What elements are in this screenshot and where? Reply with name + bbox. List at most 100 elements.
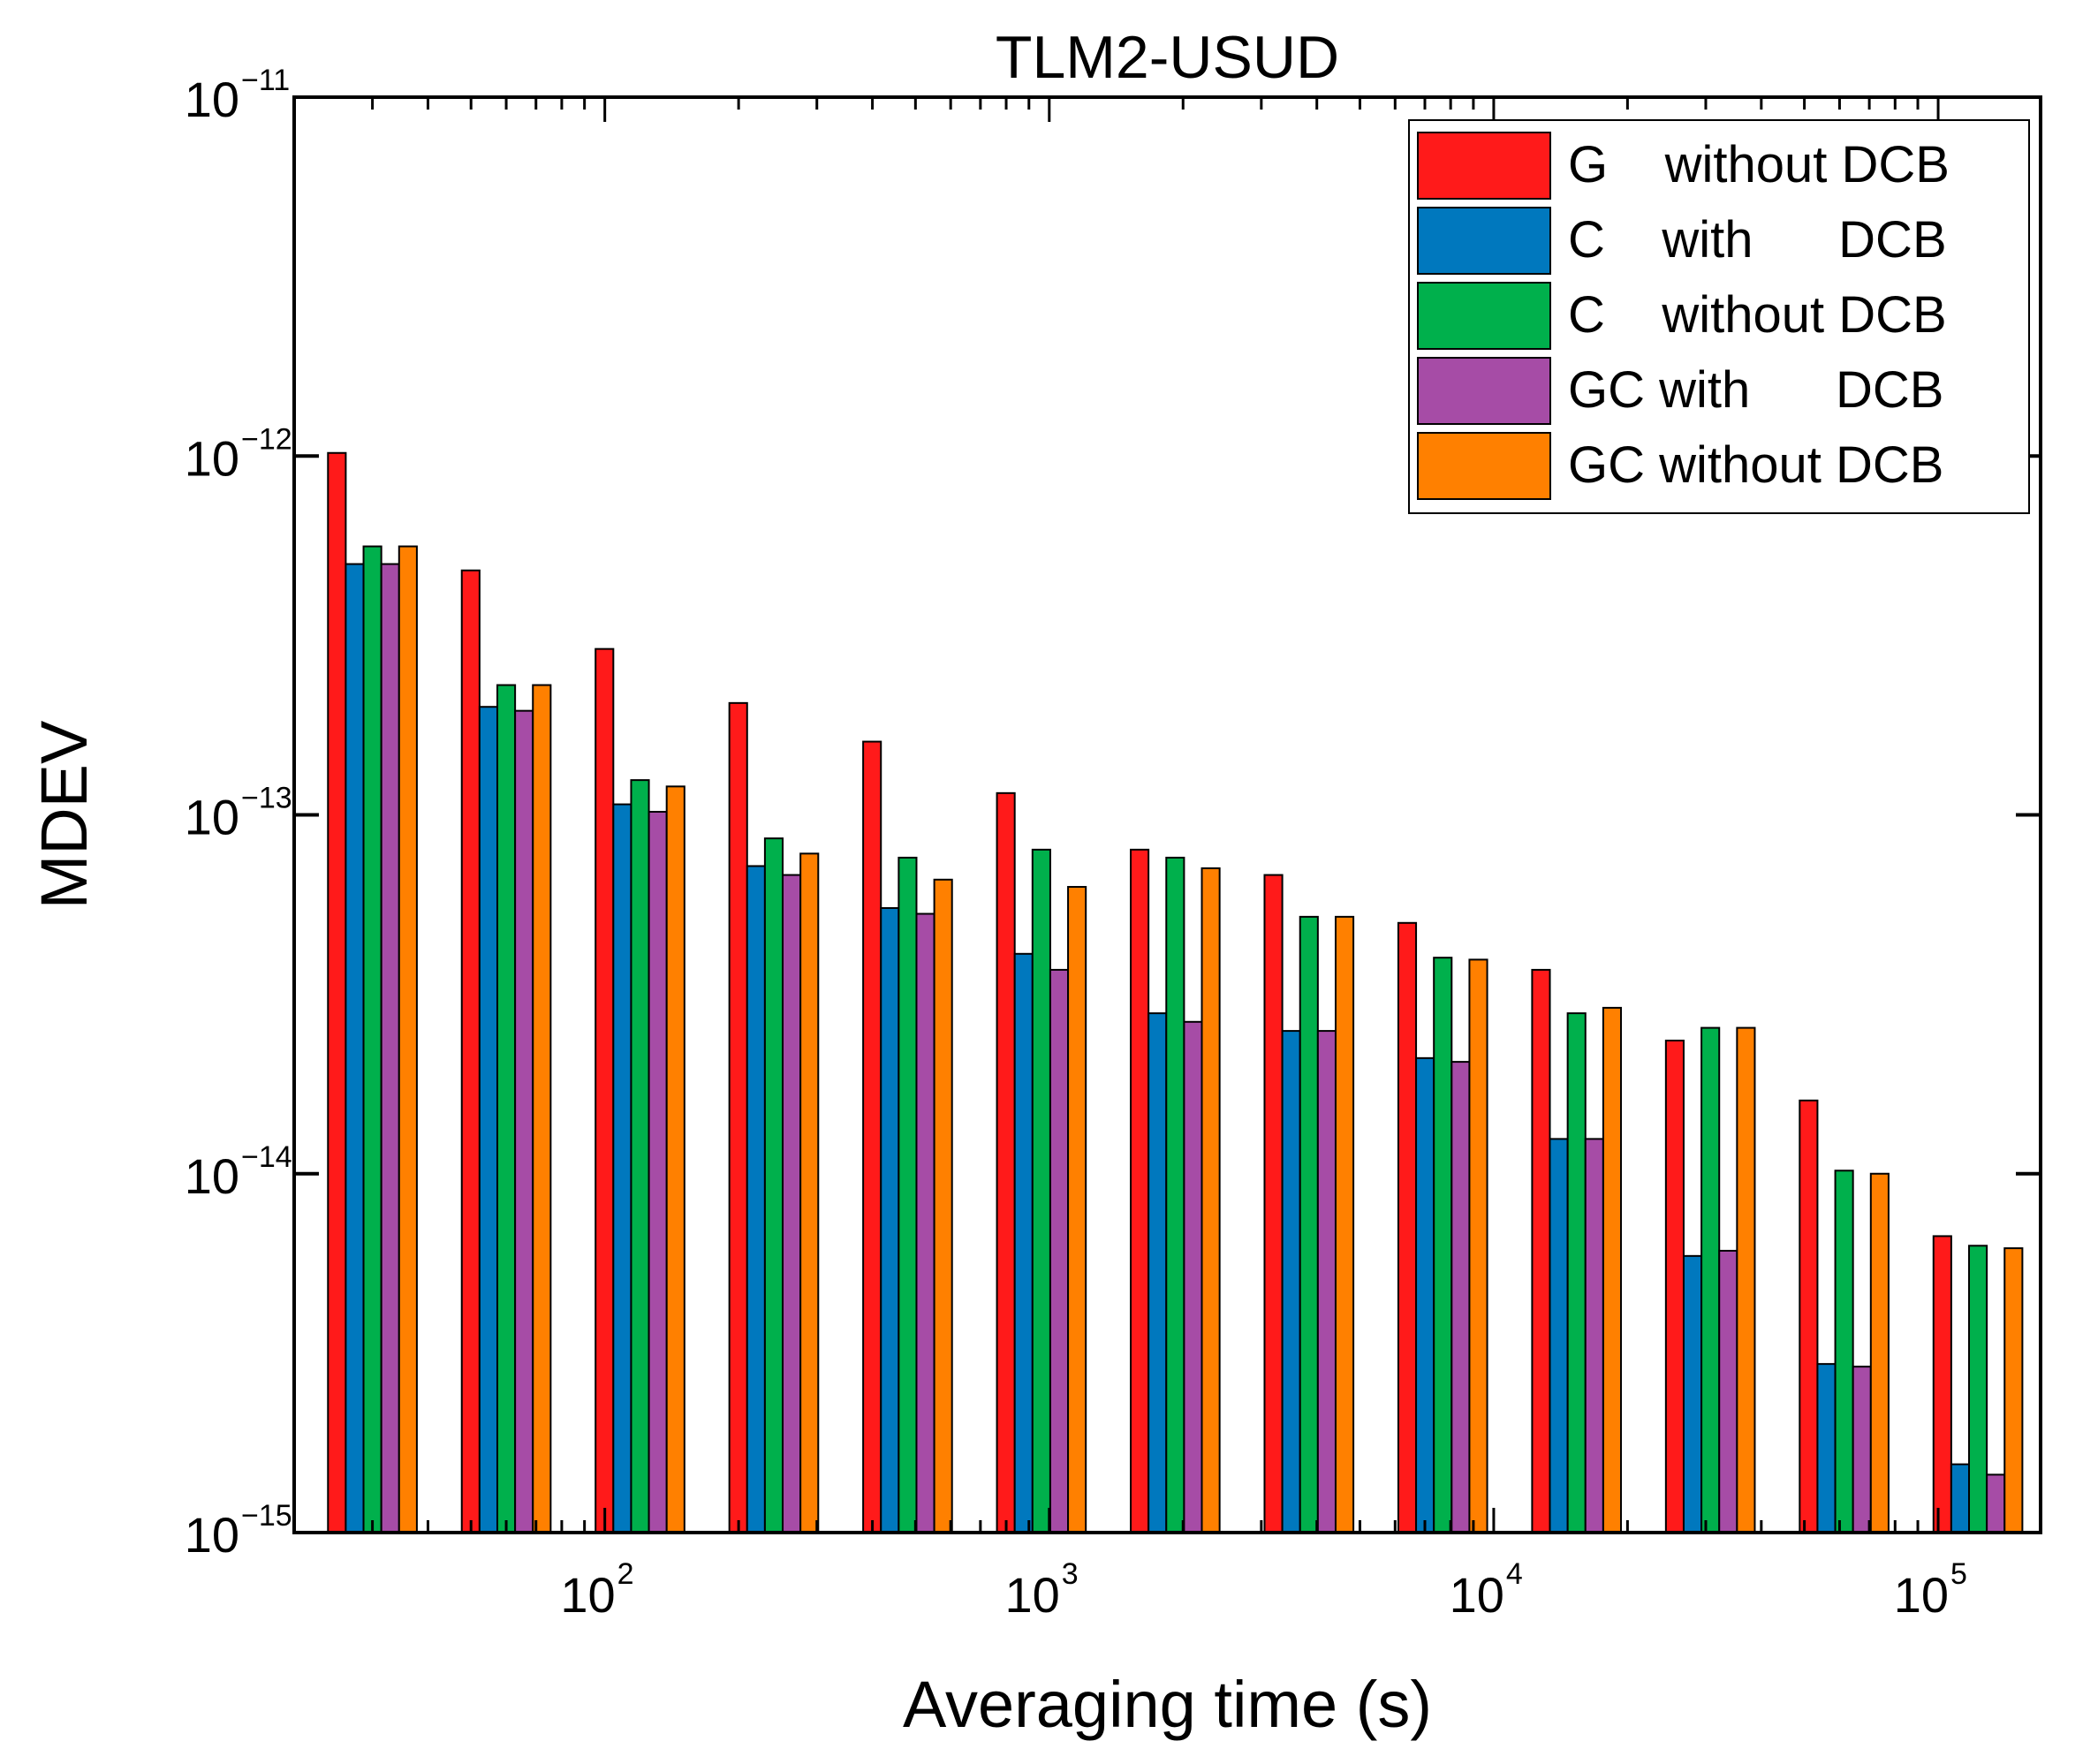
bar-3-11 [1700, 1026, 1721, 1533]
y-tick-exp-5: −15 [241, 1499, 292, 1533]
x-tick-label-4: 10 [1894, 1567, 1949, 1623]
bar-1-2 [460, 569, 481, 1533]
bar-2-12 [1816, 1363, 1837, 1533]
bar-1-6 [996, 791, 1016, 1533]
y-axis-label: MDEV [27, 720, 101, 909]
legend-swatch-2 [1417, 207, 1551, 275]
bar-3-8 [1299, 915, 1319, 1533]
bar-5-3 [665, 785, 685, 1533]
bar-4-9 [1450, 1061, 1471, 1533]
y-tick-exp-2: −12 [241, 422, 292, 456]
bar-2-2 [478, 706, 498, 1533]
legend-swatch-4 [1417, 357, 1551, 425]
bar-4-3 [648, 811, 668, 1533]
bar-4-6 [1049, 968, 1070, 1534]
bar-2-7 [1147, 1012, 1168, 1533]
bar-1-13 [1932, 1235, 1952, 1533]
legend-label-4: GC with DCB [1568, 361, 1943, 419]
y-tick-label-3: 10 [185, 790, 239, 845]
x-tick-exp-3: 4 [1506, 1557, 1523, 1591]
bar-5-13 [2003, 1247, 2024, 1533]
bar-2-10 [1549, 1138, 1569, 1533]
bar-5-10 [1602, 1006, 1623, 1533]
bar-4-11 [1718, 1249, 1738, 1533]
bar-1-7 [1130, 848, 1150, 1533]
bar-2-1 [345, 563, 365, 1533]
bar-3-6 [1031, 848, 1051, 1533]
legend-label-2: C with DCB [1568, 211, 1947, 269]
y-tick-label-5: 10 [185, 1507, 239, 1563]
bar-5-9 [1468, 958, 1488, 1533]
bar-5-2 [532, 684, 552, 1533]
bar-3-7 [1165, 856, 1185, 1533]
bar-3-2 [496, 684, 517, 1533]
bar-2-6 [1013, 952, 1034, 1533]
bar-4-2 [514, 709, 534, 1533]
bar-1-3 [595, 647, 615, 1533]
bar-2-4 [746, 865, 766, 1533]
bar-1-10 [1531, 968, 1551, 1534]
x-tick-label-2: 10 [1005, 1567, 1060, 1623]
bar-1-12 [1799, 1099, 1819, 1534]
bar-4-1 [380, 563, 400, 1533]
bar-3-1 [362, 545, 382, 1533]
bar-3-5 [898, 856, 918, 1533]
bar-4-10 [1584, 1138, 1604, 1533]
bar-5-4 [799, 852, 820, 1533]
y-tick-label-2: 10 [185, 430, 239, 486]
y-tick-label-4: 10 [185, 1148, 239, 1204]
bar-2-9 [1415, 1056, 1435, 1533]
y-tick-exp-3: −13 [241, 782, 292, 815]
chart-title: TLM2-USUD [996, 24, 1339, 91]
x-tick-exp-2: 3 [1062, 1557, 1079, 1591]
bar-5-11 [1736, 1026, 1756, 1533]
bar-3-13 [1968, 1245, 1988, 1534]
bar-5-1 [398, 545, 418, 1533]
bar-1-1 [327, 451, 347, 1533]
y-tick-exp-1: −11 [241, 64, 290, 97]
bar-4-12 [1852, 1366, 1872, 1533]
bars [327, 451, 2024, 1534]
bar-2-8 [1281, 1030, 1301, 1534]
legend-label-3: C without DCB [1568, 286, 1947, 344]
bar-2-5 [880, 906, 900, 1533]
x-tick-exp-4: 5 [1950, 1557, 1967, 1591]
legend-label-5: GC without DCB [1568, 436, 1943, 494]
bar-3-4 [763, 837, 784, 1533]
bar-5-8 [1334, 915, 1355, 1533]
bar-4-8 [1316, 1030, 1337, 1534]
legend: G without DCB C with DCB C without DCB GC w… [1408, 119, 2030, 514]
y-tick-exp-4: −14 [241, 1140, 292, 1174]
bar-5-12 [1869, 1172, 1890, 1533]
x-tick-exp-1: 2 [617, 1557, 634, 1591]
bar-1-9 [1397, 921, 1418, 1533]
bar-3-9 [1433, 957, 1453, 1533]
legend-swatch-5 [1417, 432, 1551, 500]
x-tick-label-1: 10 [560, 1567, 615, 1623]
y-tick-label-1: 10 [185, 72, 239, 127]
legend-label-1: G without DCB [1568, 136, 1950, 193]
x-axis-label: Averaging time (s) [903, 1668, 1432, 1741]
bar-3-12 [1834, 1170, 1854, 1534]
bar-3-3 [630, 779, 650, 1533]
bar-1-8 [1263, 874, 1284, 1533]
bar-5-5 [933, 878, 953, 1533]
bar-4-7 [1183, 1020, 1203, 1534]
bar-1-11 [1664, 1040, 1685, 1533]
bar-2-3 [612, 803, 632, 1533]
bar-5-7 [1200, 867, 1221, 1533]
legend-swatch-3 [1417, 282, 1551, 350]
bar-1-4 [728, 701, 748, 1533]
bar-2-11 [1682, 1254, 1703, 1534]
bar-2-13 [1950, 1463, 1971, 1533]
bar-5-6 [1067, 886, 1087, 1533]
bar-3-10 [1566, 1012, 1587, 1533]
bar-4-13 [1986, 1473, 2006, 1533]
bar-1-5 [862, 740, 882, 1533]
x-tick-label-3: 10 [1450, 1567, 1504, 1623]
bar-4-4 [782, 874, 802, 1533]
bar-4-5 [915, 912, 935, 1533]
legend-swatch-1 [1417, 132, 1551, 200]
